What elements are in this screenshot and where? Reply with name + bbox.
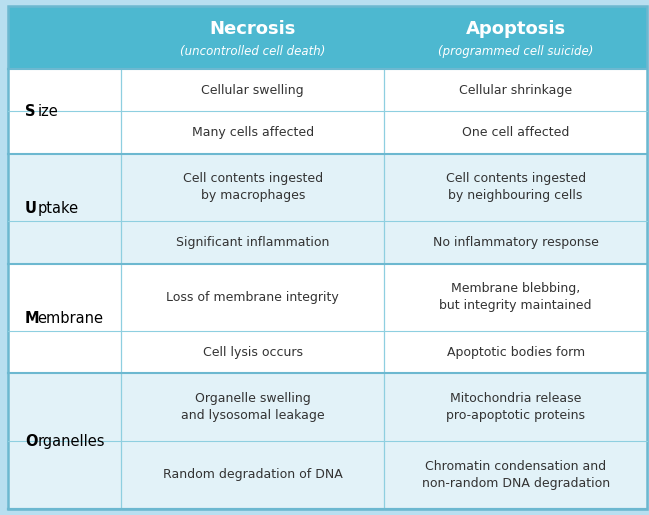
Text: One cell affected: One cell affected bbox=[462, 126, 569, 139]
Text: Loss of membrane integrity: Loss of membrane integrity bbox=[166, 291, 339, 304]
Text: Necrosis: Necrosis bbox=[210, 21, 296, 39]
Bar bbox=[121, 331, 384, 373]
Text: Chromatin condensation and
non-random DNA degradation: Chromatin condensation and non-random DN… bbox=[422, 460, 609, 490]
Bar bbox=[8, 153, 121, 264]
Bar bbox=[8, 264, 121, 373]
Text: Random degradation of DNA: Random degradation of DNA bbox=[163, 469, 343, 482]
Text: embrane: embrane bbox=[37, 311, 103, 326]
Text: Membrane blebbing,
but integrity maintained: Membrane blebbing, but integrity maintai… bbox=[439, 282, 592, 313]
Bar bbox=[8, 69, 121, 153]
Bar bbox=[384, 264, 647, 331]
Bar bbox=[121, 441, 384, 509]
Text: S: S bbox=[25, 104, 35, 119]
Text: No inflammatory response: No inflammatory response bbox=[433, 236, 598, 249]
Text: Organelle swelling
and lysosomal leakage: Organelle swelling and lysosomal leakage bbox=[181, 392, 324, 422]
Bar bbox=[121, 221, 384, 264]
Text: rganelles: rganelles bbox=[37, 434, 104, 449]
Bar bbox=[384, 331, 647, 373]
Bar bbox=[121, 153, 384, 221]
Text: Cell contents ingested
by macrophages: Cell contents ingested by macrophages bbox=[183, 173, 323, 202]
Bar bbox=[384, 69, 647, 111]
Text: Apoptotic bodies form: Apoptotic bodies form bbox=[447, 346, 585, 359]
Bar bbox=[121, 264, 384, 331]
Text: ptake: ptake bbox=[37, 201, 79, 216]
Text: Cellular swelling: Cellular swelling bbox=[201, 83, 304, 97]
Text: (programmed cell suicide): (programmed cell suicide) bbox=[438, 45, 593, 58]
Bar bbox=[121, 111, 384, 153]
Text: Cell contents ingested
by neighbouring cells: Cell contents ingested by neighbouring c… bbox=[446, 173, 585, 202]
Text: Mitochondria release
pro-apoptotic proteins: Mitochondria release pro-apoptotic prote… bbox=[446, 392, 585, 422]
Text: Cellular shrinkage: Cellular shrinkage bbox=[459, 83, 572, 97]
Text: Significant inflammation: Significant inflammation bbox=[176, 236, 330, 249]
Text: Many cells affected: Many cells affected bbox=[191, 126, 314, 139]
Bar bbox=[384, 153, 647, 221]
Bar bbox=[8, 6, 647, 69]
Bar bbox=[121, 373, 384, 441]
Text: Apoptosis: Apoptosis bbox=[465, 21, 566, 39]
Bar bbox=[384, 111, 647, 153]
Bar bbox=[121, 69, 384, 111]
Text: (uncontrolled cell death): (uncontrolled cell death) bbox=[180, 45, 325, 58]
Text: ize: ize bbox=[37, 104, 58, 119]
Text: O: O bbox=[25, 434, 38, 449]
Bar bbox=[8, 373, 121, 509]
Bar bbox=[384, 373, 647, 441]
Text: M: M bbox=[25, 311, 40, 326]
Bar bbox=[384, 221, 647, 264]
Text: Cell lysis occurs: Cell lysis occurs bbox=[202, 346, 303, 359]
Bar bbox=[384, 441, 647, 509]
Text: U: U bbox=[25, 201, 37, 216]
